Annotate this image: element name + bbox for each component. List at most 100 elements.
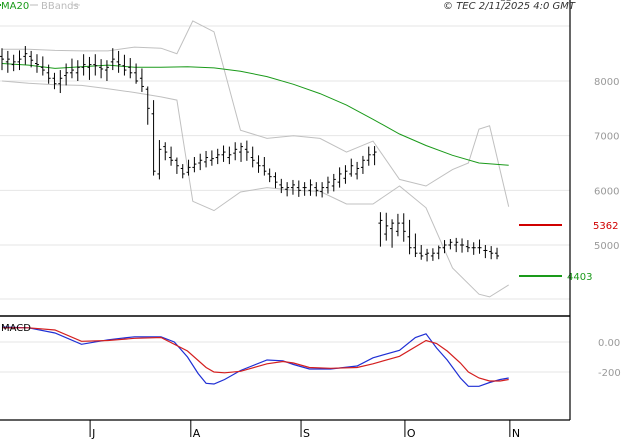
macd-y-tick-label: 0.00 xyxy=(598,338,620,349)
ohlc-bar xyxy=(186,159,191,176)
ohlc-bar xyxy=(425,248,430,262)
timestamp-label: © TEC 2/11/2025 4:0 GMT xyxy=(443,1,576,12)
ohlc-bar xyxy=(477,239,482,254)
x-tick-label: J xyxy=(91,427,95,440)
ohlc-bar xyxy=(180,164,185,179)
ohlc-bar xyxy=(495,247,500,260)
ohlc-bar xyxy=(75,60,80,81)
ohlc-bar xyxy=(285,182,290,197)
support-level-label: 4403 xyxy=(567,272,592,283)
price-bars xyxy=(0,0,511,262)
ohlc-bar xyxy=(46,64,51,84)
price-y-tick-label: 6000 xyxy=(594,186,619,197)
ohlc-bar xyxy=(29,50,34,68)
ohlc-bar xyxy=(145,86,150,125)
macd-y-tick-label: -200 xyxy=(598,368,621,379)
price-levels: 5362 4403 xyxy=(519,221,618,283)
ohlc-bar xyxy=(308,179,313,196)
ohlc-bar xyxy=(239,142,244,162)
ohlc-bar xyxy=(413,233,418,258)
ohlc-bar xyxy=(99,59,104,79)
ohlc-bar xyxy=(110,48,115,71)
ohlc-bar xyxy=(104,60,109,81)
ma20-legend-label: MA20 xyxy=(1,1,29,12)
ohlc-bar xyxy=(174,157,179,174)
ohlc-bar xyxy=(151,100,156,176)
ohlc-bar xyxy=(454,237,459,253)
ohlc-bar xyxy=(320,182,325,198)
ohlc-bar xyxy=(384,212,389,241)
ohlc-bar xyxy=(331,173,336,192)
ohlc-bar xyxy=(69,58,74,79)
ohlc-bar xyxy=(256,155,261,173)
ohlc-bar xyxy=(122,54,127,76)
x-tick-label: S xyxy=(303,427,310,440)
ohlc-bar xyxy=(460,238,465,253)
ma20-line-group xyxy=(1,63,509,166)
ohlc-bar xyxy=(343,165,348,184)
ohlc-bar xyxy=(279,178,284,194)
ohlc-bar xyxy=(489,246,494,260)
ohlc-bar xyxy=(128,58,133,79)
ohlc-bar xyxy=(395,213,400,237)
bollinger-bands xyxy=(1,20,510,298)
ohlc-bar xyxy=(436,245,441,260)
ohlc-bar xyxy=(215,148,220,165)
ohlc-bar xyxy=(40,56,45,76)
ohlc-bar xyxy=(157,140,162,180)
ohlc-bar xyxy=(483,245,488,259)
ohlc-bar xyxy=(262,156,267,176)
ohlc-bar xyxy=(390,219,395,248)
resistance-level-label: 5362 xyxy=(593,221,618,232)
ohlc-bar xyxy=(64,63,69,86)
ohlc-bar xyxy=(250,146,255,168)
ohlc-bar xyxy=(81,54,86,76)
ohlc-bar xyxy=(366,146,371,166)
ohlc-bar xyxy=(0,48,4,71)
ohlc-bar xyxy=(204,150,209,168)
ohlc-bar xyxy=(221,145,226,162)
ohlc-bar xyxy=(34,54,39,73)
ohlc-bar xyxy=(290,179,295,195)
ma20-line xyxy=(1,63,509,166)
ohlc-bar xyxy=(192,156,197,173)
ohlc-bar xyxy=(17,50,22,71)
ohlc-bar xyxy=(58,70,63,94)
ohlc-bar xyxy=(5,50,10,73)
ohlc-bar xyxy=(471,242,476,255)
ohlc-bar xyxy=(419,245,424,260)
macd-lines xyxy=(1,326,509,387)
ohlc-bar xyxy=(227,146,232,165)
ohlc-bar xyxy=(401,213,406,242)
ohlc-bar xyxy=(233,142,238,161)
ohlc-bar xyxy=(244,140,249,161)
signal-line xyxy=(2,327,509,382)
ohlc-bar xyxy=(355,161,360,180)
macd-line xyxy=(1,326,509,387)
ohlc-bar xyxy=(325,176,330,194)
ohlc-bar xyxy=(116,50,121,73)
bbands-lower-line xyxy=(1,80,509,298)
ohlc-bar xyxy=(407,219,412,255)
ohlc-bar xyxy=(198,153,203,171)
ohlc-bar xyxy=(349,158,354,177)
ohlc-bar xyxy=(296,180,301,197)
ohlc-bar xyxy=(23,46,28,65)
ohlc-bar xyxy=(360,155,365,174)
x-tick-label: N xyxy=(512,427,520,440)
ohlc-bar xyxy=(93,54,98,76)
ohlc-bar xyxy=(314,182,319,197)
ohlc-bar xyxy=(430,248,435,261)
ohlc-bar xyxy=(87,56,92,80)
ohlc-bar xyxy=(302,182,307,196)
ohlc-bar xyxy=(337,167,342,188)
x-tick-label: O xyxy=(407,427,416,440)
bbands-upper-line xyxy=(2,20,510,207)
ohlc-bar xyxy=(134,63,139,84)
ohlc-bar xyxy=(169,146,174,166)
bbands-legend-label: BBands xyxy=(41,1,79,12)
ohlc-bar xyxy=(372,146,377,166)
price-y-tick-label: 8000 xyxy=(594,77,619,88)
